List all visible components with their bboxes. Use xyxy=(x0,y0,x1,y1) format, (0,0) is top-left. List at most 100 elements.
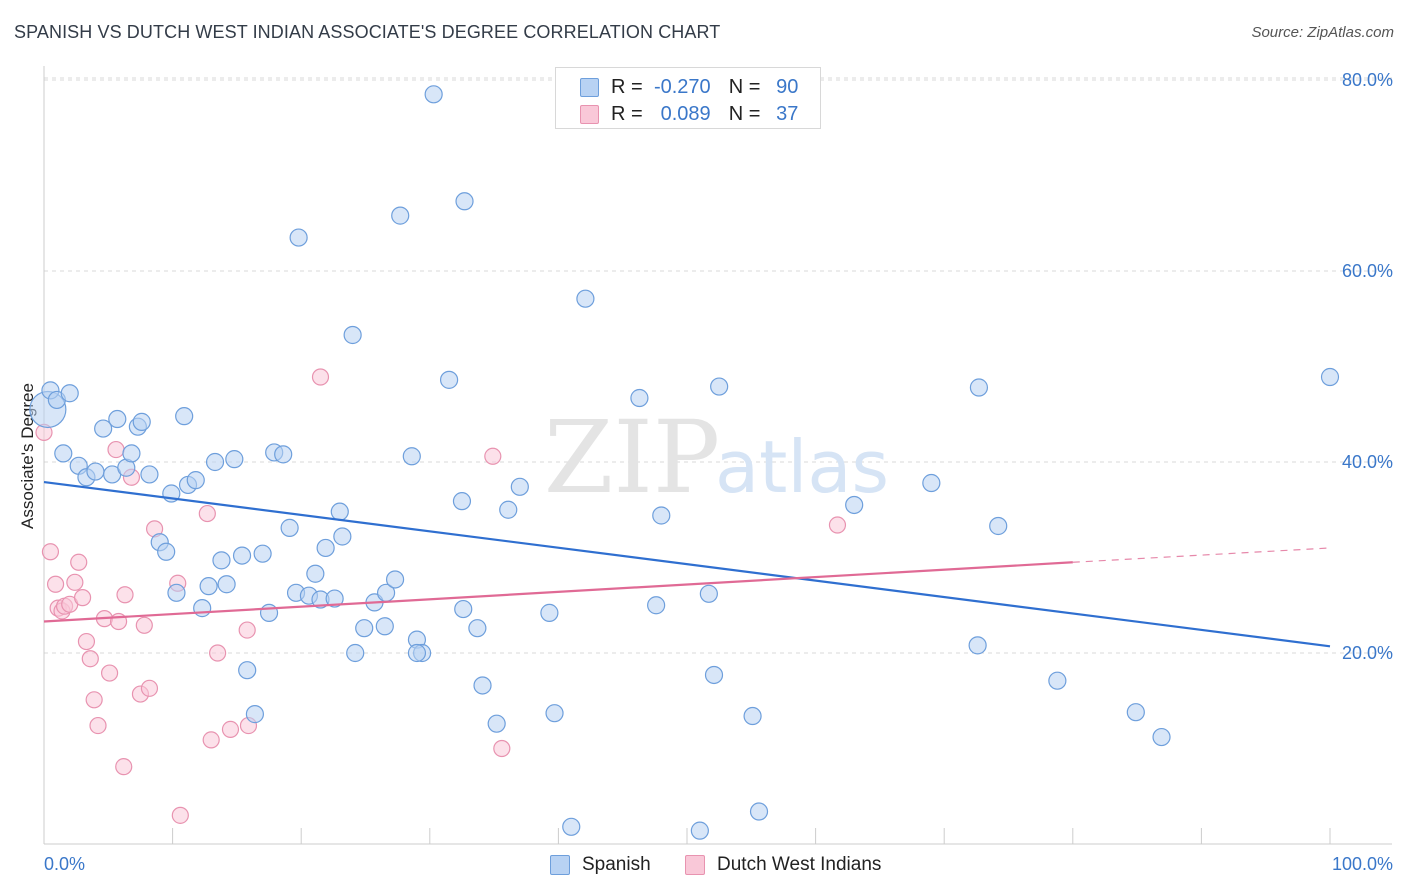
spanish-point xyxy=(969,378,989,397)
dwi-point xyxy=(107,440,125,459)
spanish-point xyxy=(424,85,443,104)
spanish-point xyxy=(510,477,529,496)
dwi-point xyxy=(46,575,65,593)
dwi-point xyxy=(198,504,216,523)
y-tick-label-80: 80.0% xyxy=(1342,70,1393,90)
dwi-point xyxy=(828,516,847,534)
spanish-point xyxy=(540,603,559,622)
spanish-point xyxy=(385,570,405,589)
dwi-point xyxy=(311,368,330,386)
spanish-trend-line xyxy=(43,480,1331,648)
watermark-zip: ZIP xyxy=(544,399,720,516)
spanish-point xyxy=(316,538,335,558)
spanish-point xyxy=(108,409,127,429)
x-tick-label-100: 100.0% xyxy=(1332,854,1393,874)
spanish-point xyxy=(630,388,649,408)
dwi-point xyxy=(70,553,88,571)
spanish-point xyxy=(704,665,724,685)
dwi-point xyxy=(66,573,84,591)
spanish-point xyxy=(989,516,1008,536)
spanish-point xyxy=(289,228,308,247)
legend-item-dutch-west-indians[interactable]: Dutch West Indians xyxy=(685,851,881,879)
dwi-trend-line-extrapolated xyxy=(1072,547,1331,563)
spanish-point xyxy=(175,407,194,426)
x-tick-label-0: 0.0% xyxy=(44,854,85,874)
spanish-point xyxy=(690,821,709,840)
spanish-point xyxy=(968,636,987,655)
spanish-point xyxy=(355,619,374,638)
spanish-point xyxy=(306,564,325,583)
n-label: N = xyxy=(728,75,761,98)
spanish-point xyxy=(343,325,362,345)
spanish-point xyxy=(499,500,518,519)
dwi-point xyxy=(116,586,134,604)
spanish-point xyxy=(205,452,225,472)
dwi-point xyxy=(100,664,119,682)
spanish-point xyxy=(132,412,151,431)
correlation-legend: R = -0.270 N = 90 R = 0.089 N = 37 xyxy=(555,67,821,129)
spanish-point xyxy=(238,661,257,680)
spanish-point xyxy=(743,706,762,726)
spanish-point xyxy=(199,577,218,596)
spanish-point xyxy=(60,384,79,403)
spanish-point xyxy=(375,617,394,636)
spanish-point xyxy=(468,619,487,638)
spanish-point xyxy=(454,599,473,619)
spanish-point xyxy=(253,544,272,563)
dutch-west-indians-swatch xyxy=(685,855,705,875)
spanish-point xyxy=(259,603,279,622)
dwi-point xyxy=(115,758,133,776)
dwi-point xyxy=(85,691,103,709)
spanish-point xyxy=(749,802,769,821)
spanish-point xyxy=(545,704,564,723)
spanish-point xyxy=(140,465,159,484)
legend-label-spanish: Spanish xyxy=(582,854,651,875)
spanish-point xyxy=(54,444,73,463)
spanish-point xyxy=(1152,727,1171,747)
dutch-west-indians-r-value: 0.089 xyxy=(660,102,711,125)
watermark: ZIP atlas xyxy=(544,399,889,516)
spanish-point xyxy=(94,419,113,438)
dwi-point xyxy=(89,716,107,735)
dwi-point xyxy=(41,543,60,561)
spanish-point xyxy=(212,551,231,570)
spanish-point xyxy=(452,492,472,511)
spanish-point xyxy=(710,377,729,396)
dwi-point xyxy=(77,632,96,651)
axes xyxy=(43,66,1392,845)
spanish-point xyxy=(922,473,941,493)
dwi-point xyxy=(202,731,220,749)
legend-item-spanish[interactable]: Spanish xyxy=(550,851,651,879)
trend-lines xyxy=(43,480,1331,648)
r-label: R = xyxy=(611,75,643,98)
series-legend: Spanish Dutch West Indians xyxy=(0,851,1406,879)
spanish-point xyxy=(402,447,421,466)
spanish-point xyxy=(1126,703,1145,722)
source-label: Source: ZipAtlas.com xyxy=(1251,24,1394,41)
spanish-point xyxy=(167,583,186,602)
spanish-point xyxy=(845,495,864,515)
dwi-point xyxy=(171,806,189,824)
y-tick-label-40: 40.0% xyxy=(1342,452,1393,472)
spanish-point xyxy=(391,206,410,225)
spanish-n-value: 90 xyxy=(776,75,799,98)
spanish-point xyxy=(473,676,492,695)
y-tick-label-60: 60.0% xyxy=(1342,261,1393,281)
spanish-point xyxy=(122,444,141,463)
tick-labels: 20.0% 40.0% 60.0% 80.0% 0.0% 100.0% xyxy=(44,70,1393,874)
spanish-point xyxy=(576,289,595,308)
dwi-point xyxy=(238,621,256,639)
spanish-point xyxy=(193,599,212,618)
dwi-point xyxy=(73,589,92,607)
dwi-point xyxy=(221,720,240,739)
spanish-point xyxy=(330,502,349,521)
spanish-point xyxy=(86,462,105,481)
spanish-point xyxy=(346,643,365,663)
spanish-point xyxy=(274,445,293,464)
spanish-point xyxy=(186,471,205,490)
spanish-r-value: -0.270 xyxy=(653,75,711,98)
dutch-west-indians-n-value: 37 xyxy=(776,102,799,125)
spanish-point xyxy=(225,450,244,469)
dwi-point xyxy=(81,650,99,668)
r-label: R = xyxy=(611,102,643,125)
